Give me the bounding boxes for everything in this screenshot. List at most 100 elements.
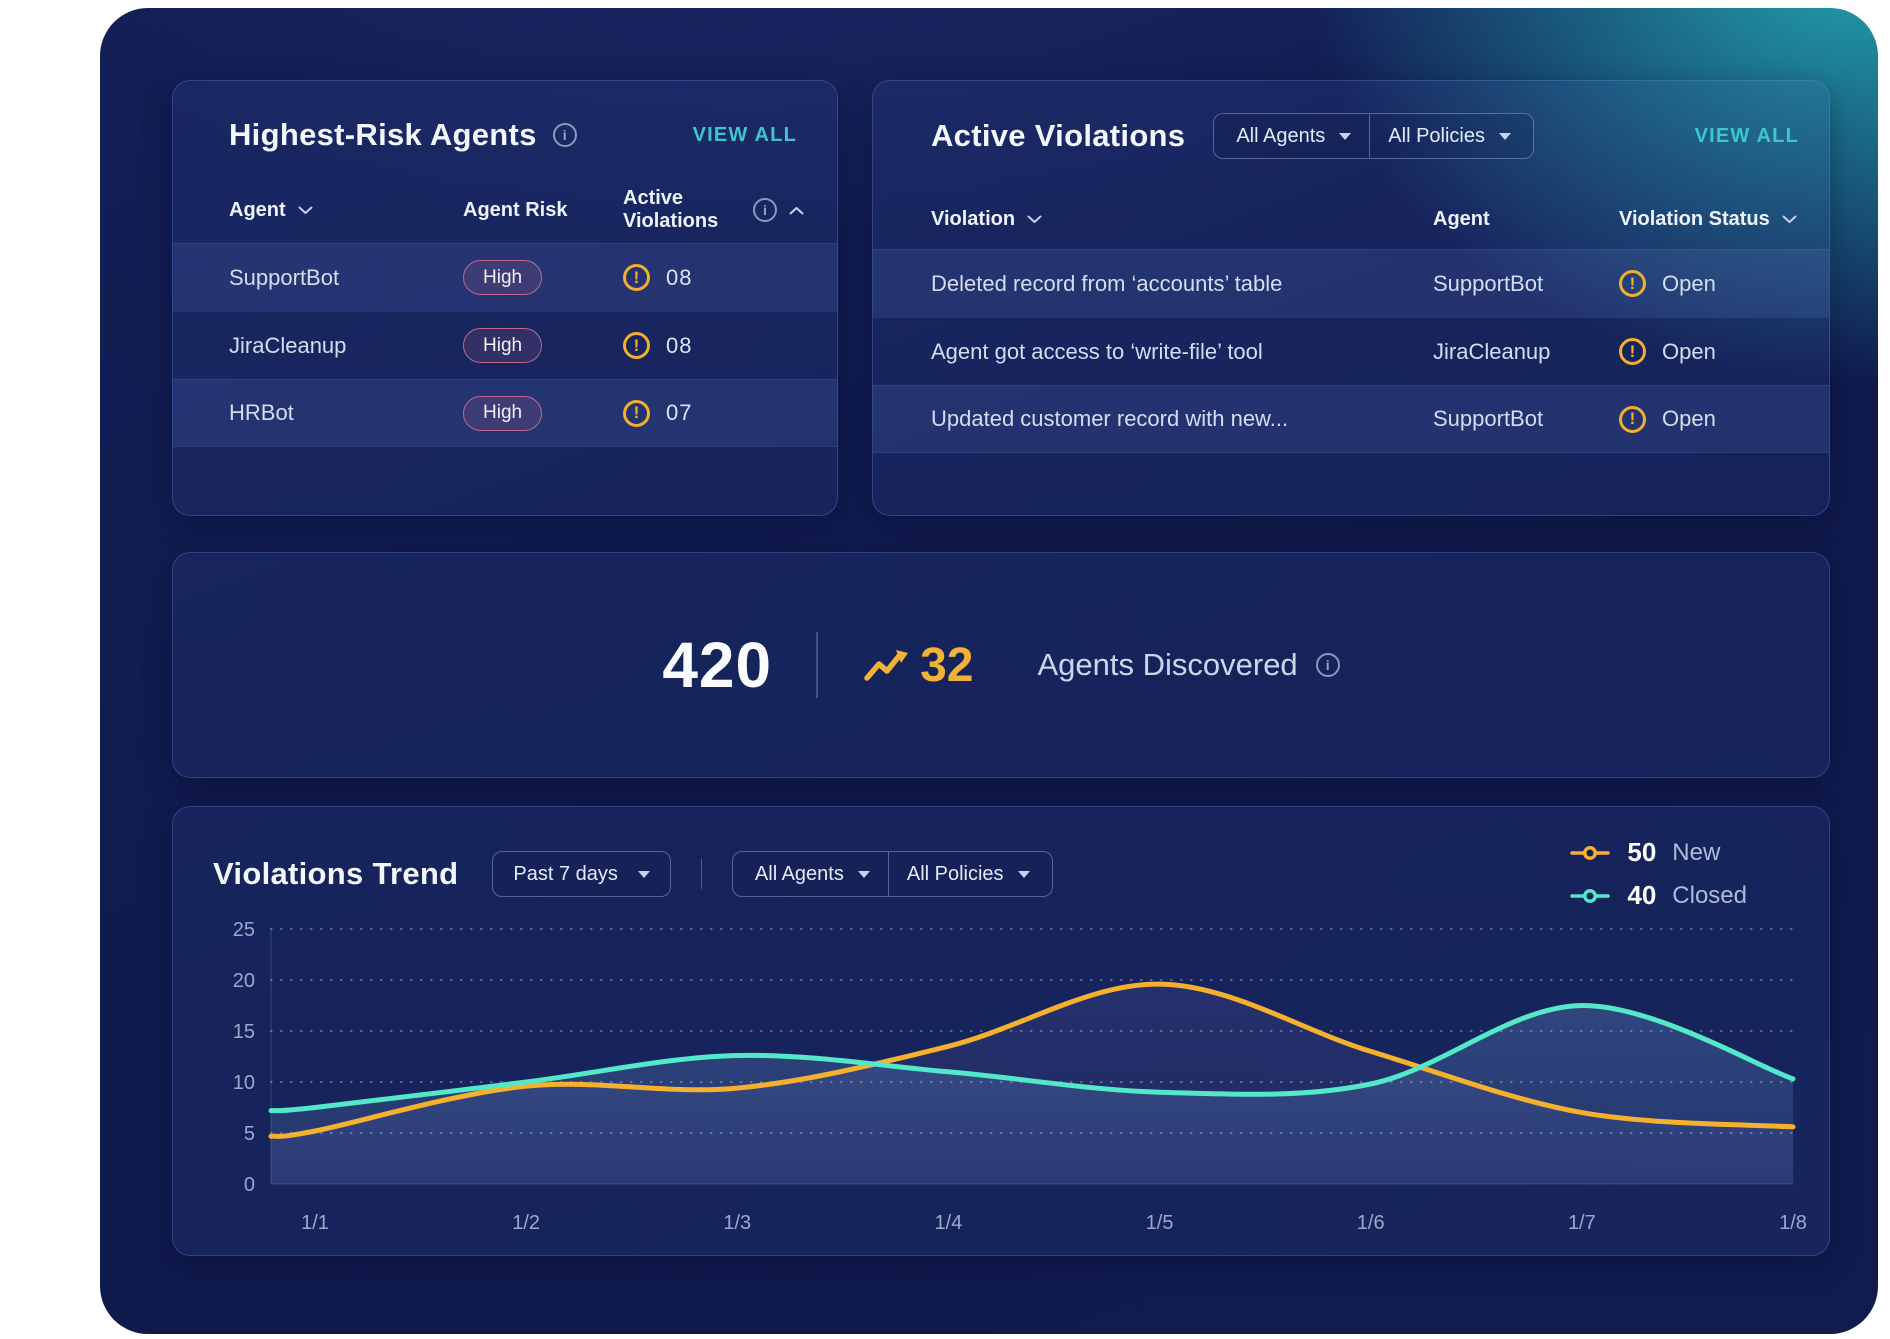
table-row[interactable]: JiraCleanup High ! 08 — [173, 311, 837, 379]
divider — [816, 632, 819, 698]
status-badge: Open — [1662, 338, 1716, 364]
card-title: Violations Trend — [213, 856, 459, 891]
alert-circle-icon: ! — [623, 264, 650, 291]
highest-risk-agents-card: Highest-Risk Agents i VIEW ALL Agent Age… — [172, 80, 838, 516]
legend-label: New — [1672, 838, 1721, 866]
violations-trend-card: Violations Trend Past 7 days All Agents … — [172, 806, 1830, 1256]
column-header-agent[interactable]: Agent — [1433, 208, 1619, 231]
view-all-link[interactable]: VIEW ALL — [1694, 124, 1799, 147]
filter-value: All Policies — [906, 862, 1004, 885]
active-violations-card: Active Violations All Agents All Policie… — [872, 80, 1830, 516]
column-label: Agent Risk — [463, 198, 568, 221]
svg-text:1/6: 1/6 — [1357, 1212, 1385, 1234]
violation-count: 08 — [666, 264, 693, 290]
card-header: Highest-Risk Agents i VIEW ALL — [173, 81, 837, 153]
legend-item-new[interactable]: 50 New — [1569, 837, 1747, 868]
agents-filter-dropdown[interactable]: All Agents — [1218, 114, 1369, 158]
svg-text:0: 0 — [244, 1174, 255, 1196]
legend-marker-new-icon — [1570, 845, 1611, 860]
alert-circle-icon: ! — [1619, 338, 1646, 365]
column-label: Active Violations — [623, 187, 719, 232]
alert-circle-icon: ! — [1619, 270, 1646, 297]
table-row[interactable]: Agent got access to ‘write-file’ tool Ji… — [873, 317, 1829, 385]
svg-text:1/3: 1/3 — [723, 1212, 751, 1234]
table-header-row: Violation Agent Violation Status — [873, 191, 1829, 247]
metric-label-group: Agents Discovered i — [1037, 647, 1340, 683]
status-badge: Open — [1662, 406, 1716, 431]
column-label: Agent — [229, 198, 286, 221]
svg-text:25: 25 — [233, 919, 255, 941]
svg-text:1/8: 1/8 — [1779, 1212, 1807, 1234]
violation-count: 08 — [666, 332, 693, 358]
filter-value: All Agents — [1236, 124, 1326, 147]
filter-value: All Policies — [1388, 124, 1485, 147]
column-header-agent[interactable]: Agent — [229, 199, 463, 222]
column-label: Agent — [1433, 207, 1490, 230]
card-title: Highest-Risk Agents — [229, 117, 537, 152]
column-header-active-violations[interactable]: Active Violations i — [623, 187, 837, 233]
card-header: Violations Trend Past 7 days All Agents … — [173, 807, 1829, 911]
card-title: Active Violations — [931, 118, 1186, 153]
policies-filter-dropdown[interactable]: All Policies — [1370, 114, 1529, 158]
policies-filter-dropdown[interactable]: All Policies — [889, 852, 1048, 896]
chevron-down-icon — [1782, 215, 1797, 223]
metric-row: 420 32 Agents Discovered i — [173, 553, 1829, 777]
svg-text:1/2: 1/2 — [512, 1212, 540, 1234]
agents-delta-value: 32 — [920, 638, 974, 692]
card-header: Active Violations All Agents All Policie… — [873, 81, 1829, 159]
status-badge: Open — [1662, 270, 1716, 296]
agent-name: SupportBot — [229, 264, 340, 290]
dashboard-panel: Highest-Risk Agents i VIEW ALL Agent Age… — [100, 8, 1878, 1334]
table-row[interactable]: Updated customer record with new... Supp… — [873, 385, 1829, 453]
svg-text:5: 5 — [244, 1123, 255, 1145]
table-row[interactable]: Deleted record from ‘accounts’ table Sup… — [873, 249, 1829, 317]
violation-count: 07 — [666, 400, 693, 425]
divider — [887, 852, 889, 896]
filter-group: All Agents All Policies — [731, 851, 1053, 897]
svg-text:1/4: 1/4 — [935, 1212, 963, 1234]
column-label: Violation — [931, 207, 1016, 230]
violation-text: Deleted record from ‘accounts’ table — [931, 270, 1283, 296]
table-row[interactable]: SupportBot High ! 08 — [173, 243, 837, 311]
chevron-up-icon — [789, 206, 804, 214]
view-all-link[interactable]: VIEW ALL — [692, 123, 797, 146]
risk-badge: High — [463, 395, 543, 431]
info-icon[interactable]: i — [552, 123, 577, 147]
agents-total-value: 420 — [662, 629, 773, 701]
divider — [700, 859, 702, 889]
trend-chart-svg: 0 5 10 15 20 25 1/1 1/2 1/3 1/4 1/5 1/6 1/7 1/8 — [233, 919, 1807, 1234]
table-row[interactable]: HRBot High ! 07 — [173, 379, 837, 447]
chevron-down-icon — [1027, 215, 1042, 223]
filter-group: All Agents All Policies — [1213, 113, 1534, 159]
trend-chart: 0 5 10 15 20 25 1/1 1/2 1/3 1/4 1/5 1/6 1/7 1/8 — [193, 911, 1813, 1247]
column-header-agent-risk[interactable]: Agent Risk — [463, 199, 623, 222]
svg-text:15: 15 — [233, 1021, 255, 1043]
legend-value: 50 — [1627, 837, 1657, 867]
alert-circle-icon: ! — [623, 399, 650, 427]
agent-name: SupportBot — [1433, 270, 1544, 296]
legend-label: Closed — [1672, 881, 1747, 909]
chevron-down-icon — [298, 206, 313, 214]
table-header-row: Agent Agent Risk Active Violations i — [173, 179, 837, 241]
divider — [1369, 114, 1371, 158]
time-range-dropdown[interactable]: Past 7 days — [492, 851, 671, 897]
chart-legend: 50 New 40 Closed — [1569, 837, 1747, 911]
trending-up-icon — [864, 650, 909, 681]
info-icon[interactable]: i — [1315, 653, 1340, 677]
violation-text: Agent got access to ‘write-file’ tool — [931, 338, 1263, 364]
legend-item-closed[interactable]: 40 Closed — [1569, 880, 1747, 911]
caret-down-icon — [857, 870, 870, 878]
column-header-violation-status[interactable]: Violation Status — [1619, 208, 1829, 231]
violation-text: Updated customer record with new... — [931, 406, 1289, 431]
legend-value: 40 — [1627, 880, 1657, 910]
caret-down-icon — [1017, 870, 1030, 878]
agent-name: HRBot — [229, 400, 294, 425]
column-header-violation[interactable]: Violation — [931, 208, 1433, 231]
filter-value: Past 7 days — [513, 862, 618, 885]
caret-down-icon — [1339, 132, 1352, 140]
agents-filter-dropdown[interactable]: All Agents — [737, 852, 888, 896]
info-icon[interactable]: i — [753, 198, 777, 222]
svg-text:10: 10 — [233, 1072, 255, 1094]
agent-name: JiraCleanup — [229, 332, 347, 358]
